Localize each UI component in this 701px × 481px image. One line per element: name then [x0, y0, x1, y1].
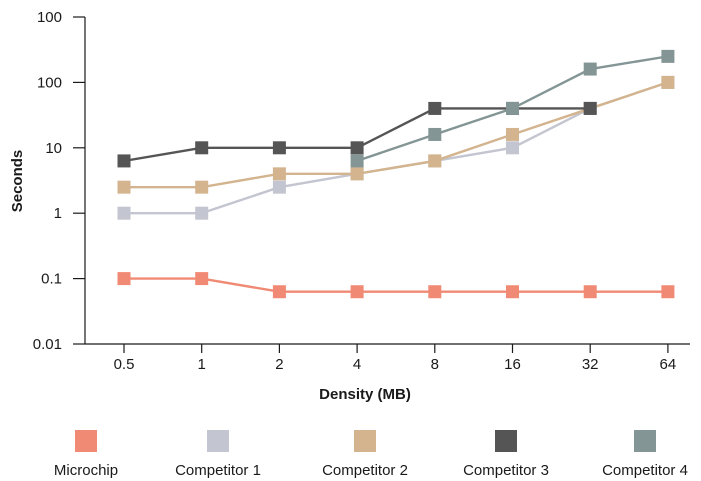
data-point [428, 101, 442, 115]
data-point [272, 167, 286, 181]
legend-item: Microchip [54, 430, 118, 479]
data-point [117, 272, 131, 286]
series-3 [117, 75, 675, 194]
y-tick-label: 1 [54, 205, 62, 222]
legend-item: Competitor 2 [322, 430, 408, 479]
x-tick-label: 0.5 [114, 356, 135, 373]
y-tick-label: 0.01 [33, 336, 62, 353]
data-point [195, 141, 209, 155]
y-tick-label: 100 [37, 74, 62, 91]
data-point [506, 101, 519, 115]
y-tick-label: 0.1 [41, 271, 62, 288]
legend-swatch [495, 430, 517, 452]
data-point [661, 285, 675, 299]
series-1 [117, 272, 675, 299]
data-point [506, 127, 519, 141]
data-point [661, 75, 675, 89]
legend-swatch [75, 430, 97, 452]
y-axis-title: Seconds [9, 150, 26, 213]
legend-item: Competitor 4 [602, 430, 688, 479]
data-point [350, 285, 364, 299]
data-point [428, 127, 442, 141]
legend-label: Competitor 3 [463, 462, 549, 479]
x-axis-title: Density (MB) [319, 386, 411, 403]
x-tick-label: 4 [353, 356, 361, 373]
data-point [117, 154, 131, 168]
legend-label: Microchip [54, 462, 118, 479]
data-point [272, 285, 286, 299]
x-tick-label: 32 [582, 356, 599, 373]
data-point [583, 285, 597, 299]
legend-item: Competitor 3 [463, 430, 549, 479]
legend-label: Competitor 1 [175, 462, 261, 479]
legend-swatch [207, 430, 229, 452]
legend-swatch [354, 430, 376, 452]
data-point [195, 272, 209, 286]
x-ticks: 0.5 1 2 4 8 16 32 64 [114, 344, 677, 373]
data-point [350, 167, 364, 181]
x-tick-label: 8 [431, 356, 439, 373]
y-ticks: 0.01 0.1 1 10 100 100 [33, 9, 85, 353]
data-point [117, 206, 131, 220]
x-tick-label: 2 [275, 356, 283, 373]
x-tick-label: 64 [660, 356, 677, 373]
data-point [272, 180, 286, 194]
data-point [583, 101, 597, 115]
data-point [428, 154, 442, 168]
data-point [272, 141, 286, 155]
x-tick-label: 16 [504, 356, 521, 373]
data-point [428, 285, 442, 299]
data-point [506, 141, 519, 155]
data-point [195, 180, 209, 194]
data-point [661, 49, 675, 63]
data-point [350, 141, 364, 155]
legend-label: Competitor 4 [602, 462, 688, 479]
series-5 [350, 49, 675, 168]
series-layer [117, 49, 675, 299]
series-line [124, 277, 668, 293]
legend-swatch [634, 430, 656, 452]
legend-item: Competitor 1 [175, 430, 261, 479]
data-point [350, 154, 364, 168]
legend-label: Competitor 2 [322, 462, 408, 479]
legend: Microchip Competitor 1 Competitor 2 Competi… [54, 430, 688, 479]
data-point [583, 62, 597, 76]
y-tick-label: 100 [37, 9, 62, 26]
axes [84, 17, 690, 345]
data-point [195, 206, 209, 220]
data-point [506, 285, 519, 299]
y-tick-label: 10 [45, 140, 62, 157]
x-tick-label: 1 [198, 356, 206, 373]
data-point [117, 180, 131, 194]
series-line [124, 81, 669, 189]
